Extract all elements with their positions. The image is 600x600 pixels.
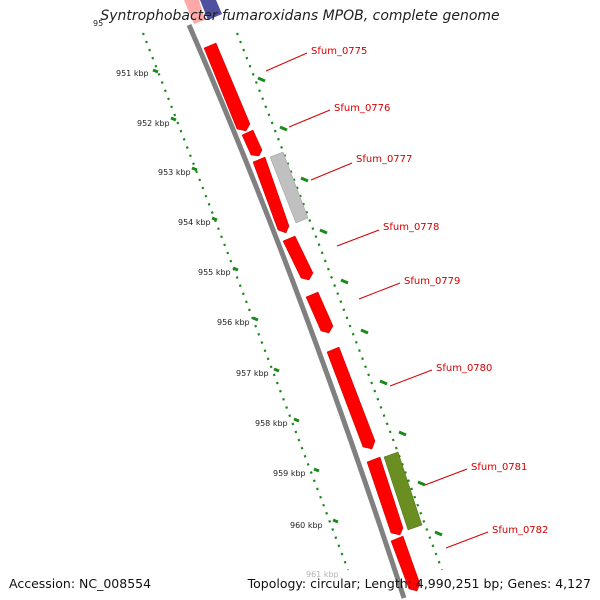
gene-label-sfum-0782[interactable]: Sfum_0782 bbox=[492, 525, 548, 536]
scale-label-951: 951 kbp bbox=[116, 69, 149, 78]
scale-label-953: 953 kbp bbox=[158, 168, 191, 177]
scale-label-956: 956 kbp bbox=[217, 318, 250, 327]
gene-arrow-sfum-0782[interactable] bbox=[390, 535, 421, 592]
gene-label-sfum-0775[interactable]: Sfum_0775 bbox=[311, 46, 367, 57]
scale-label-957: 957 kbp bbox=[236, 369, 269, 378]
rna-feature-box[interactable] bbox=[383, 451, 423, 531]
left-scale-track bbox=[141, 32, 350, 571]
genome-title: Syntrophobacter fumaroxidans MPOB, compl… bbox=[100, 8, 500, 24]
scale-label-955: 955 kbp bbox=[198, 268, 231, 277]
scale-label-960: 960 kbp bbox=[290, 521, 323, 530]
right-scale-track bbox=[235, 32, 444, 571]
gene-label-sfum-0776[interactable]: Sfum_0776 bbox=[334, 103, 390, 114]
scale-label-952: 952 kbp bbox=[137, 119, 170, 128]
gene-arrow-sfum-0780[interactable] bbox=[326, 346, 376, 450]
upstream-feature-blue[interactable] bbox=[200, 0, 222, 20]
gene-label-sfum-0780[interactable]: Sfum_0780 bbox=[436, 363, 492, 374]
gene-arrow-sfum-0778[interactable] bbox=[282, 235, 314, 281]
gene-label-sfum-0779[interactable]: Sfum_0779 bbox=[404, 276, 460, 287]
gene-label-sfum-0777[interactable]: Sfum_0777 bbox=[356, 154, 412, 165]
gene-label-sfum-0778[interactable]: Sfum_0778 bbox=[383, 222, 439, 233]
topology-text: Topology: circular; Length: 4,990,251 bp… bbox=[247, 576, 591, 591]
gene-arrow-sfum-0775[interactable] bbox=[203, 42, 251, 132]
gene-arrow-sfum-0781[interactable] bbox=[366, 456, 404, 536]
scale-label-959: 959 kbp bbox=[273, 469, 306, 478]
gene-arrow-sfum-0776[interactable] bbox=[241, 129, 263, 157]
gene-label-sfum-0781[interactable]: Sfum_0781 bbox=[471, 462, 527, 473]
scale-label-top-partial: 95 bbox=[93, 19, 103, 28]
upstream-feature-partial[interactable] bbox=[184, 0, 205, 24]
left-track-major-ticks bbox=[152, 68, 339, 524]
pseudogene-box[interactable] bbox=[269, 151, 309, 224]
accession-text: Accession: NC_008554 bbox=[9, 576, 152, 591]
genome-backbone bbox=[186, 24, 407, 599]
right-track-major-ticks bbox=[257, 76, 443, 537]
gene-arrow-sfum-0779[interactable] bbox=[305, 291, 334, 334]
gene-arrow-sfum-0777[interactable] bbox=[252, 156, 290, 234]
scale-label-bottom-partial: 961 kbp bbox=[306, 570, 339, 579]
scale-label-958: 958 kbp bbox=[255, 419, 288, 428]
gene-leader-lines bbox=[265, 52, 489, 549]
scale-label-954: 954 kbp bbox=[178, 218, 211, 227]
